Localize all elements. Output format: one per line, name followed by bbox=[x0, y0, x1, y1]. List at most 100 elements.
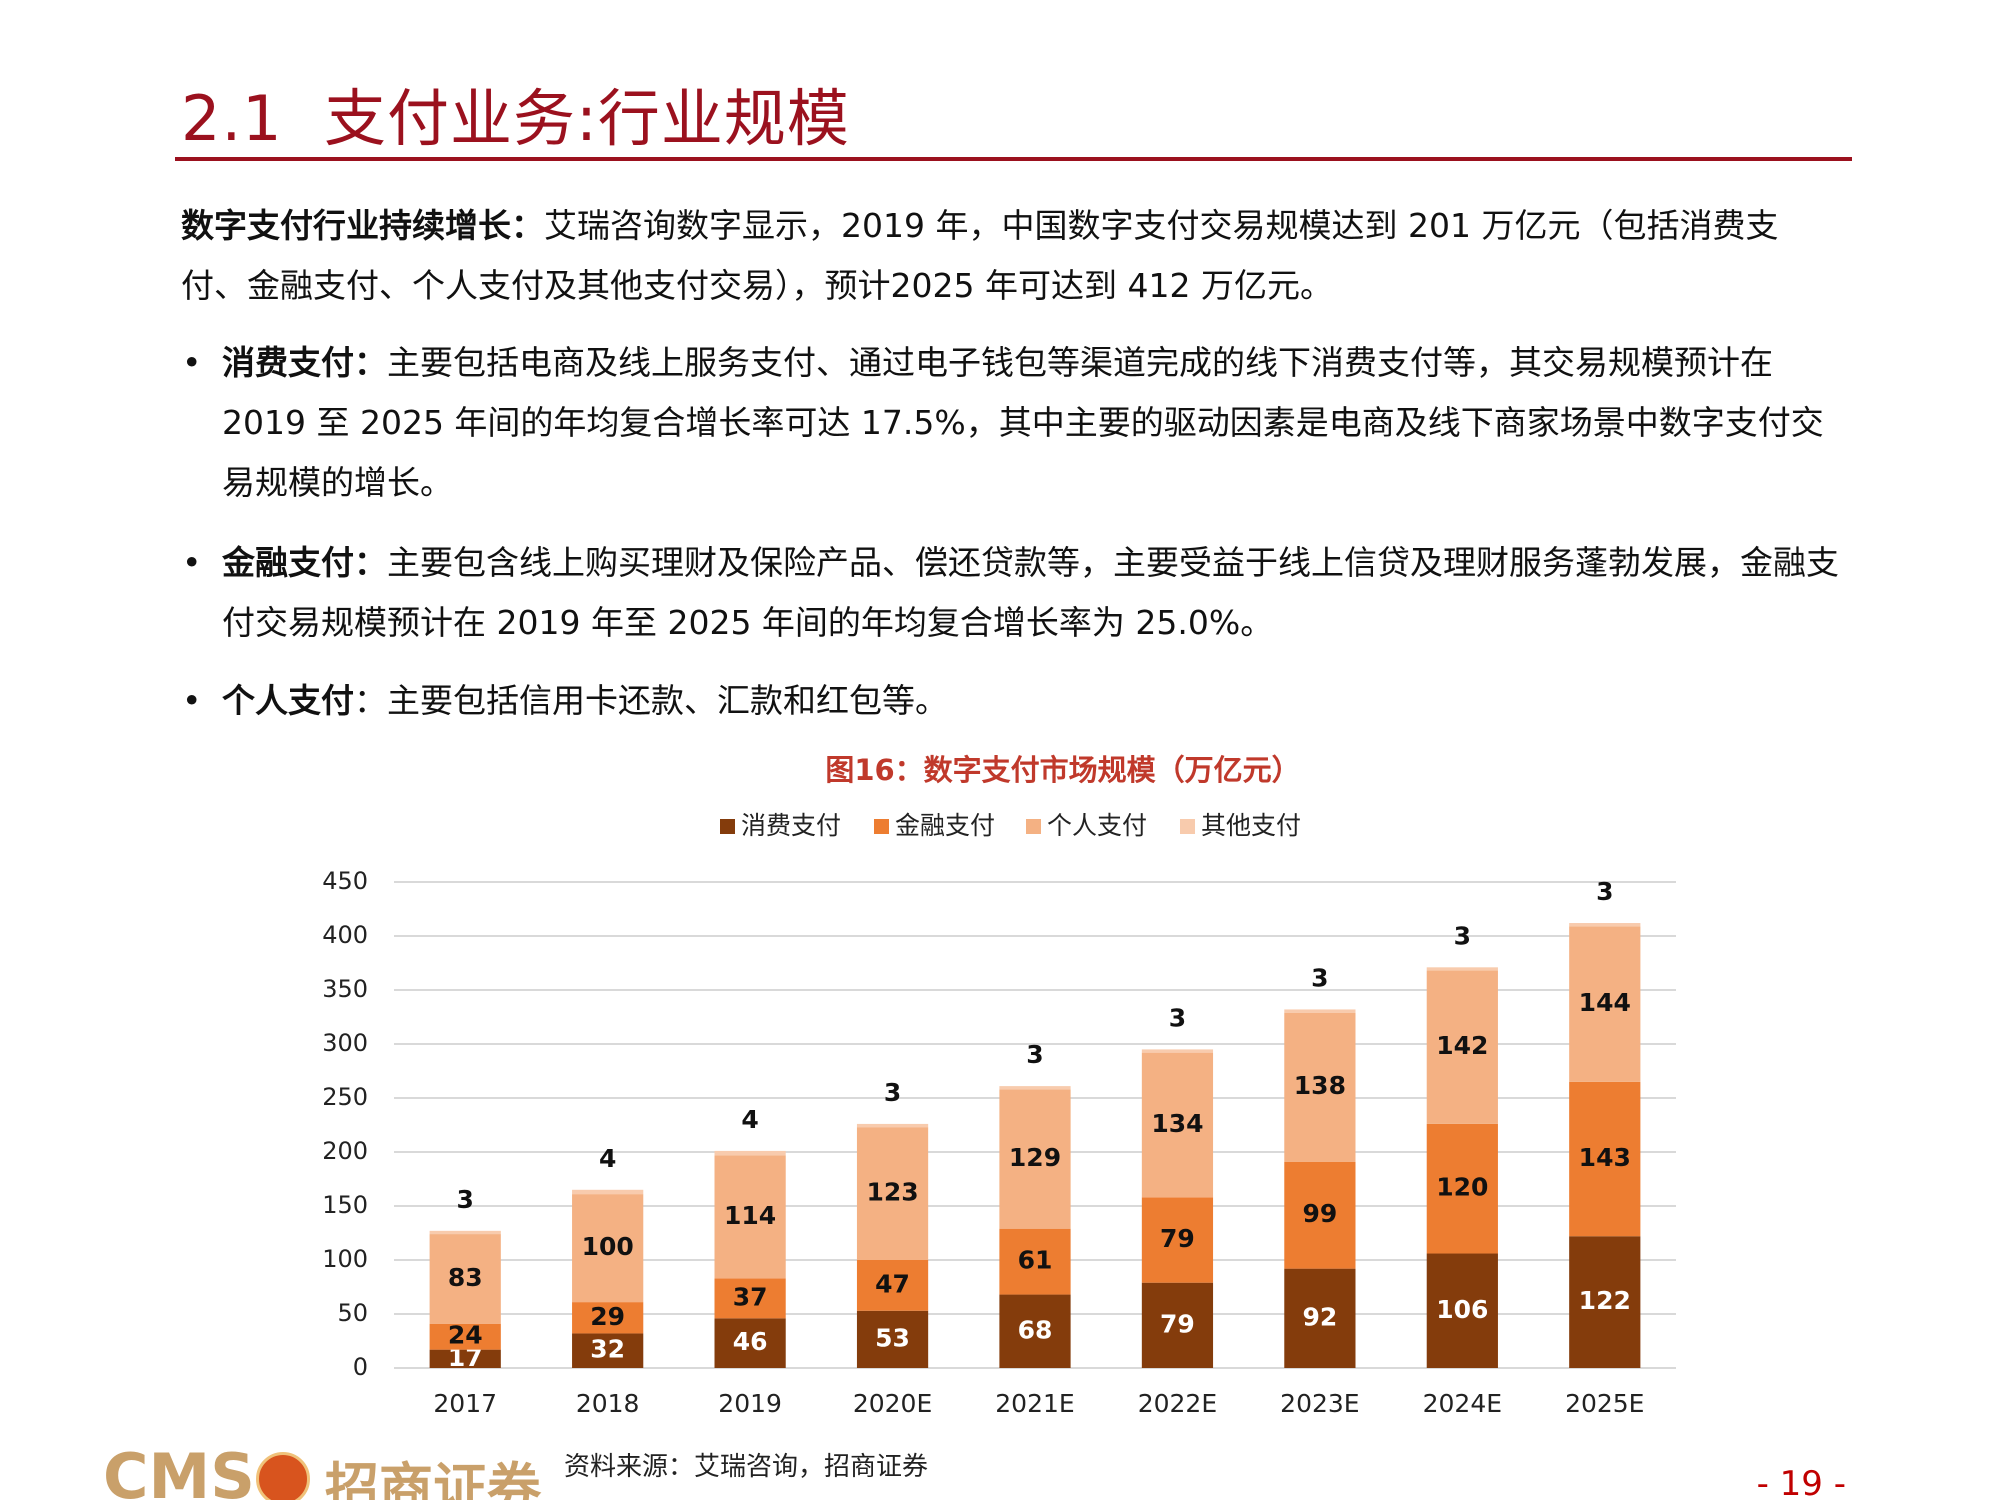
data-label: 3 bbox=[457, 1185, 474, 1214]
legend-swatch bbox=[720, 819, 735, 834]
bar-segment bbox=[714, 1318, 786, 1368]
bar-segment bbox=[1569, 1236, 1641, 1368]
data-label: 3 bbox=[884, 1078, 901, 1107]
x-tick-label: 2017 bbox=[433, 1389, 497, 1418]
data-label: 46 bbox=[733, 1327, 768, 1356]
data-label: 3 bbox=[1596, 877, 1613, 906]
x-tick-label: 2024E bbox=[1423, 1389, 1502, 1418]
bar-segment bbox=[1141, 1197, 1214, 1283]
legend-swatch bbox=[874, 819, 889, 834]
y-tick-label: 50 bbox=[337, 1299, 368, 1327]
bar-segment bbox=[1284, 1009, 1356, 1013]
bar-segment bbox=[1426, 1253, 1498, 1368]
x-tick-label: 2018 bbox=[576, 1389, 640, 1418]
bar-segment bbox=[1426, 970, 1498, 1124]
bar-segment bbox=[429, 1230, 501, 1235]
data-label: 4 bbox=[741, 1105, 758, 1134]
logo-icon bbox=[256, 1452, 310, 1500]
page-number: - 19 - bbox=[1756, 1464, 1846, 1500]
bullet-label: 个人支付 bbox=[222, 681, 354, 720]
data-label: 120 bbox=[1436, 1173, 1488, 1202]
data-label: 106 bbox=[1436, 1295, 1488, 1324]
legend-swatch bbox=[1026, 819, 1041, 834]
y-tick-label: 200 bbox=[322, 1137, 368, 1165]
data-label: 4 bbox=[599, 1144, 616, 1173]
x-tick-label: 2021E bbox=[995, 1389, 1074, 1418]
y-tick-label: 0 bbox=[353, 1353, 368, 1381]
bar-segment bbox=[714, 1150, 786, 1156]
bar-segment bbox=[429, 1323, 501, 1350]
bar-segment bbox=[429, 1349, 501, 1368]
data-label: 3 bbox=[1454, 921, 1471, 950]
y-tick-label: 350 bbox=[322, 975, 368, 1003]
data-label: 37 bbox=[733, 1282, 768, 1311]
intro: 数字支付行业持续增长：艾瑞咨询数字显示，2019 年，中国数字支付交易规模达到 … bbox=[181, 196, 1821, 316]
bullet-text: ：主要包括信用卡还款、汇款和红包等。 bbox=[354, 681, 948, 720]
page-title: 2.1 支付业务:行业规模 bbox=[181, 82, 850, 155]
bullet-dot: • bbox=[182, 343, 202, 382]
bar-segment bbox=[1426, 967, 1498, 971]
data-label: 61 bbox=[1018, 1246, 1053, 1275]
bar-segment bbox=[856, 1123, 929, 1128]
data-label: 122 bbox=[1579, 1286, 1631, 1315]
data-label: 129 bbox=[1009, 1143, 1061, 1172]
data-label: 99 bbox=[1302, 1199, 1337, 1228]
legend-label: 消费支付 bbox=[741, 811, 841, 840]
y-tick-label: 250 bbox=[322, 1083, 368, 1111]
data-label: 68 bbox=[1018, 1315, 1053, 1344]
data-label: 142 bbox=[1436, 1031, 1488, 1060]
y-tick-label: 150 bbox=[322, 1191, 368, 1219]
data-label: 3 bbox=[1026, 1040, 1043, 1069]
legend-label: 金融支付 bbox=[895, 811, 995, 840]
data-label: 83 bbox=[448, 1263, 483, 1292]
data-label: 53 bbox=[875, 1323, 910, 1352]
bar-segment bbox=[714, 1155, 786, 1279]
y-tick-label: 450 bbox=[322, 867, 368, 895]
bar-segment bbox=[999, 1228, 1071, 1295]
bar-segment bbox=[429, 1234, 501, 1324]
bar-segment bbox=[1284, 1012, 1356, 1162]
bar-segment bbox=[572, 1333, 644, 1368]
bullet-dot: • bbox=[182, 681, 202, 720]
bar-segment bbox=[1284, 1161, 1356, 1269]
bar-segment bbox=[1426, 1123, 1498, 1254]
bar-segment bbox=[999, 1089, 1071, 1229]
data-label: 138 bbox=[1294, 1071, 1346, 1100]
intro-lead: 数字支付行业持续增长： bbox=[181, 206, 544, 245]
y-tick-label: 100 bbox=[322, 1245, 368, 1273]
bullet: • 个人支付：主要包括信用卡还款、汇款和红包等。 bbox=[182, 671, 1842, 731]
bar-segment bbox=[1569, 923, 1641, 927]
bar-segment bbox=[999, 1294, 1071, 1368]
source-note: 资料来源：艾瑞咨询，招商证券 bbox=[564, 1452, 929, 1482]
bullet: • 消费支付：主要包括电商及线上服务支付、通过电子钱包等渠道完成的线下消费支付等，… bbox=[182, 333, 1842, 513]
data-label: 32 bbox=[590, 1335, 625, 1364]
bar-segment bbox=[572, 1189, 644, 1195]
legend-label: 个人支付 bbox=[1047, 811, 1147, 840]
data-label: 79 bbox=[1160, 1309, 1195, 1338]
x-tick-label: 2023E bbox=[1280, 1389, 1359, 1418]
y-tick-label: 400 bbox=[322, 921, 368, 949]
x-tick-label: 2022E bbox=[1138, 1389, 1217, 1418]
data-label: 143 bbox=[1579, 1143, 1631, 1172]
data-label: 47 bbox=[875, 1269, 910, 1298]
bullet-text: 主要包括电商及线上服务支付、通过电子钱包等渠道完成的线下消费支付等，其交易规模预… bbox=[222, 343, 1824, 502]
x-tick-label: 2025E bbox=[1565, 1389, 1644, 1418]
chart-title: 图16：数字支付市场规模（万亿元） bbox=[825, 753, 1300, 787]
data-label: 123 bbox=[866, 1178, 918, 1207]
bar-segment bbox=[1569, 926, 1641, 1082]
data-label: 114 bbox=[724, 1201, 776, 1230]
bar-segment bbox=[999, 1086, 1071, 1090]
bar-segment bbox=[1141, 1052, 1214, 1198]
data-label: 3 bbox=[1311, 963, 1328, 992]
data-label: 24 bbox=[448, 1321, 483, 1350]
data-label: 29 bbox=[590, 1302, 625, 1331]
logo-name: 招商证券 bbox=[325, 1456, 541, 1500]
bar-segment bbox=[856, 1127, 929, 1260]
bar-segment bbox=[1569, 1081, 1641, 1237]
bullet-label: 消费支付： bbox=[222, 343, 387, 382]
y-tick-label: 300 bbox=[322, 1029, 368, 1057]
x-tick-label: 2019 bbox=[718, 1389, 782, 1418]
data-label: 92 bbox=[1302, 1302, 1337, 1331]
